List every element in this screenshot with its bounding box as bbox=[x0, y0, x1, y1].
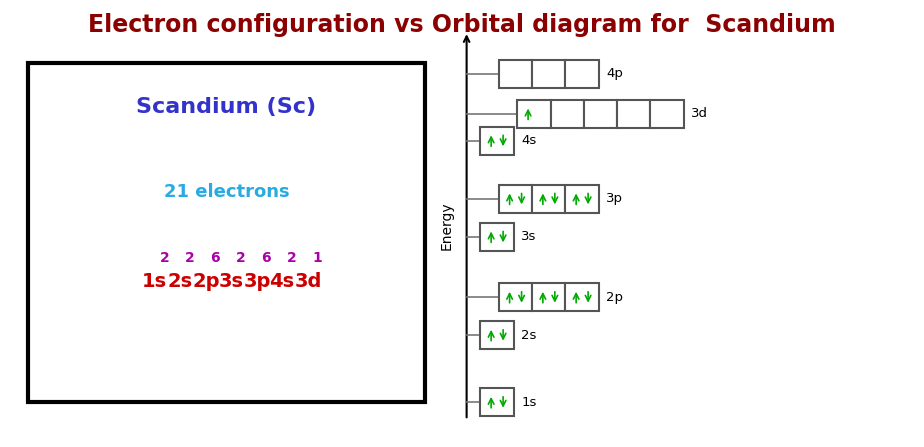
Text: 3s: 3s bbox=[218, 272, 243, 291]
Text: 2p: 2p bbox=[193, 272, 221, 291]
Bar bbox=[584, 100, 617, 128]
Bar bbox=[499, 60, 532, 88]
Text: 2s: 2s bbox=[521, 329, 537, 342]
Text: 1s: 1s bbox=[142, 272, 167, 291]
Bar bbox=[499, 283, 532, 311]
Bar bbox=[499, 185, 532, 213]
Text: 6: 6 bbox=[211, 251, 220, 265]
Text: 2: 2 bbox=[160, 251, 169, 265]
Bar bbox=[28, 63, 425, 402]
Text: 3p: 3p bbox=[606, 192, 623, 206]
Text: 2: 2 bbox=[286, 251, 297, 265]
Text: 4s: 4s bbox=[269, 272, 294, 291]
Bar bbox=[617, 100, 650, 128]
Bar bbox=[480, 127, 514, 155]
Bar bbox=[565, 60, 599, 88]
Text: 2: 2 bbox=[185, 251, 195, 265]
Text: Electron configuration vs Orbital diagram for  Scandium: Electron configuration vs Orbital diagra… bbox=[88, 13, 836, 38]
Text: 6: 6 bbox=[261, 251, 271, 265]
Text: 3d: 3d bbox=[691, 107, 708, 121]
Text: 4p: 4p bbox=[606, 67, 623, 80]
Text: 1: 1 bbox=[312, 251, 322, 265]
Bar bbox=[517, 100, 551, 128]
Bar bbox=[532, 185, 565, 213]
Bar bbox=[480, 223, 514, 251]
Text: 3s: 3s bbox=[521, 230, 537, 244]
Text: 2s: 2s bbox=[167, 272, 192, 291]
Bar bbox=[532, 283, 565, 311]
Text: 2: 2 bbox=[236, 251, 246, 265]
Bar bbox=[532, 60, 565, 88]
Bar bbox=[565, 185, 599, 213]
Text: 4s: 4s bbox=[521, 134, 537, 148]
Text: 21 electrons: 21 electrons bbox=[164, 183, 289, 201]
Bar bbox=[480, 321, 514, 349]
Text: 3p: 3p bbox=[244, 272, 271, 291]
Bar bbox=[650, 100, 684, 128]
Bar bbox=[480, 388, 514, 416]
Text: Energy: Energy bbox=[439, 202, 454, 250]
Text: 3d: 3d bbox=[295, 272, 322, 291]
Bar bbox=[565, 283, 599, 311]
Text: 2p: 2p bbox=[606, 291, 623, 304]
Text: 1s: 1s bbox=[521, 396, 537, 409]
Bar bbox=[551, 100, 584, 128]
Text: Scandium (Sc): Scandium (Sc) bbox=[137, 97, 316, 117]
